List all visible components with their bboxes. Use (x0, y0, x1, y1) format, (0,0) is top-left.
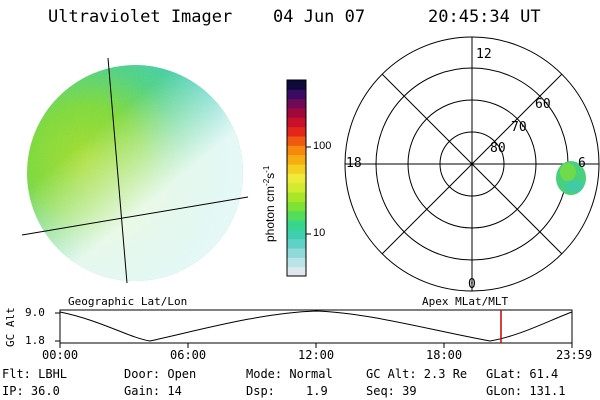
color-scale-bar (286, 79, 307, 277)
timeline-x-tick-0000: 00:00 (42, 348, 79, 362)
dsp-value: 1.9 (306, 384, 328, 398)
colorbar-segment (287, 201, 306, 212)
colorbar-segment (287, 117, 306, 128)
timeline-x-tick-1800: 18:00 (426, 348, 463, 362)
time-label: 20:45:34 UT (428, 7, 541, 27)
mlt-label-18: 18 (346, 156, 362, 171)
colorbar-segment (287, 220, 306, 230)
colorbar-segment (287, 136, 306, 146)
colorbar-tick-100: 100 (313, 140, 332, 152)
lat-label-80: 80 (490, 141, 506, 156)
colorbar-border (286, 79, 307, 277)
lat-label-60: 60 (535, 97, 551, 112)
glon-label: GLon: 131.1 (486, 384, 566, 398)
mlt-label-12: 12 (476, 47, 492, 62)
colorbar-unit-label: photon cm-2s-1 (262, 165, 277, 242)
date-label: 04 Jun 07 (273, 7, 366, 27)
timeline-y-tick-1-8: 1.8 (25, 334, 45, 347)
colorbar-segment (287, 266, 306, 277)
colorbar-segment (287, 154, 306, 165)
dsp-label: Dsp: (246, 384, 275, 398)
latitude-line (21, 196, 249, 236)
glat-label: GLat: 61.4 (486, 367, 559, 381)
colorbar-segment (287, 173, 306, 184)
colorbar-segment (287, 257, 306, 268)
gc-alt-label: GC Alt: 2.3 Re (366, 367, 468, 381)
door-label: Door: Open (124, 367, 197, 381)
timeline-plot (55, 309, 573, 348)
colorbar-segment (287, 210, 306, 221)
instrument-title: Ultraviolet Imager (48, 7, 233, 27)
seq-label: Seq: 39 (366, 384, 417, 398)
timeline-right-label: Apex MLat/MLT (422, 295, 509, 308)
colorbar-segment (287, 108, 306, 118)
colorbar-segment (287, 80, 306, 90)
polar-plot (344, 36, 600, 292)
filter-label: Flt: LBHL (2, 367, 68, 381)
timeline-x-tick-0600: 06:00 (170, 348, 207, 362)
mlt-label-0: 0 (468, 277, 476, 292)
timeline-x-tick-2359: 23:59 (556, 348, 593, 362)
meridian-line (107, 57, 128, 284)
colorbar-segment (287, 145, 306, 156)
timeline-x-tick-1200: 12:00 (298, 348, 335, 362)
mlt-label-6: 6 (578, 156, 586, 171)
colorbar-segment (287, 229, 306, 240)
colorbar-segment (287, 89, 306, 100)
aurora-blob (556, 161, 586, 195)
ip-label: IP: 36.0 (2, 384, 60, 398)
colorbar-segment (287, 164, 306, 174)
colorbar-segment (287, 192, 306, 202)
uv-image-disk (21, 57, 249, 284)
colorbar-segment (287, 238, 306, 249)
colorbar-segment (287, 182, 306, 193)
timeline-left-label: Geographic Lat/Lon (68, 295, 188, 308)
colorbar-tick-10: 10 (313, 227, 326, 239)
timeline-y-tick-9: 9.0 (25, 306, 45, 319)
gain-label: Gain: 14 (124, 384, 182, 398)
colorbar-segment (287, 126, 306, 137)
timeline-y-axis-title: GC Alt (4, 307, 17, 347)
lat-label-70: 70 (511, 120, 527, 135)
mode-label: Mode: Normal (246, 367, 333, 381)
colorbar-segment (287, 98, 306, 109)
colorbar-segment (287, 248, 306, 258)
